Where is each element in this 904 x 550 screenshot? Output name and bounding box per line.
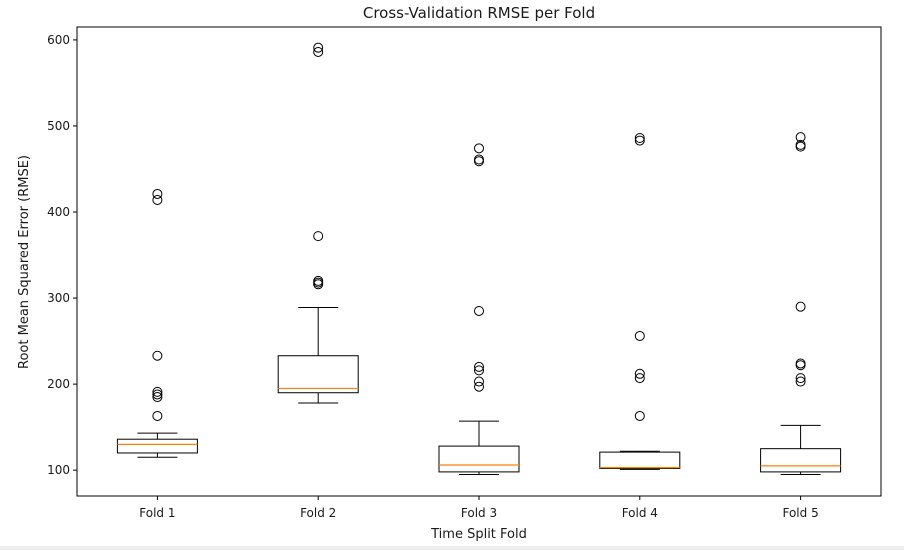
outlier-point bbox=[634, 410, 645, 421]
outlier-point bbox=[152, 194, 163, 205]
outlier-point bbox=[474, 305, 484, 316]
outlier-point bbox=[152, 392, 163, 403]
y-axis-label: Root Mean Squared Error (RMSE) bbox=[17, 155, 32, 369]
outlier-point bbox=[474, 365, 484, 376]
iqr-box bbox=[599, 451, 681, 469]
outlier-point bbox=[634, 330, 645, 341]
iqr-box bbox=[277, 355, 359, 394]
y-tick-label: 200 bbox=[47, 377, 70, 391]
box-group bbox=[438, 143, 520, 475]
iqr-box bbox=[760, 448, 842, 473]
outlier-point bbox=[795, 301, 806, 312]
y-tick-label: 500 bbox=[47, 119, 70, 133]
outlier-point bbox=[795, 132, 806, 143]
x-tick-label: Fold 2 bbox=[300, 506, 336, 520]
box-group bbox=[599, 133, 681, 470]
outlier-point bbox=[474, 376, 484, 387]
outlier-point bbox=[634, 368, 645, 379]
plot-area bbox=[116, 42, 842, 475]
outlier-point bbox=[313, 231, 324, 242]
x-axis-label: Time Split Fold bbox=[430, 527, 527, 542]
outlier-point bbox=[474, 381, 484, 392]
outlier-point bbox=[795, 358, 806, 369]
outlier-point bbox=[313, 275, 324, 286]
y-axis: 100 200 300 400 500 600 bbox=[47, 33, 77, 477]
y-tick-label: 100 bbox=[47, 463, 70, 477]
outlier-point bbox=[152, 410, 163, 421]
box-group bbox=[760, 132, 842, 475]
x-tick-label: Fold 1 bbox=[139, 506, 175, 520]
iqr-box bbox=[116, 438, 198, 454]
x-axis: Fold 1 Fold 2 Fold 3 Fold 4 Fold 5 bbox=[139, 496, 819, 520]
outlier-point bbox=[152, 389, 163, 400]
outlier-point bbox=[474, 361, 484, 372]
outlier-point bbox=[634, 135, 645, 146]
box-group bbox=[277, 42, 359, 404]
y-tick-label: 400 bbox=[47, 205, 70, 219]
outlier-point bbox=[152, 386, 163, 397]
outlier-point bbox=[795, 376, 806, 387]
outlier-point bbox=[474, 154, 484, 165]
x-tick-label: Fold 3 bbox=[461, 506, 497, 520]
x-tick-label: Fold 4 bbox=[622, 506, 658, 520]
outlier-point bbox=[313, 46, 324, 57]
outlier-point bbox=[152, 350, 163, 361]
bottom-strip bbox=[0, 546, 904, 550]
outlier-point bbox=[795, 139, 806, 150]
outlier-point bbox=[795, 373, 806, 384]
box-group bbox=[116, 188, 198, 458]
outlier-point bbox=[474, 143, 484, 154]
outlier-point bbox=[313, 42, 324, 53]
iqr-box bbox=[438, 445, 520, 473]
x-tick-label: Fold 5 bbox=[782, 506, 818, 520]
chart-title: Cross-Validation RMSE per Fold bbox=[363, 4, 595, 22]
y-tick-label: 600 bbox=[47, 33, 70, 47]
outlier-point bbox=[634, 133, 645, 144]
y-tick-label: 300 bbox=[47, 291, 70, 305]
outlier-point bbox=[634, 373, 645, 384]
outlier-point bbox=[152, 188, 163, 199]
